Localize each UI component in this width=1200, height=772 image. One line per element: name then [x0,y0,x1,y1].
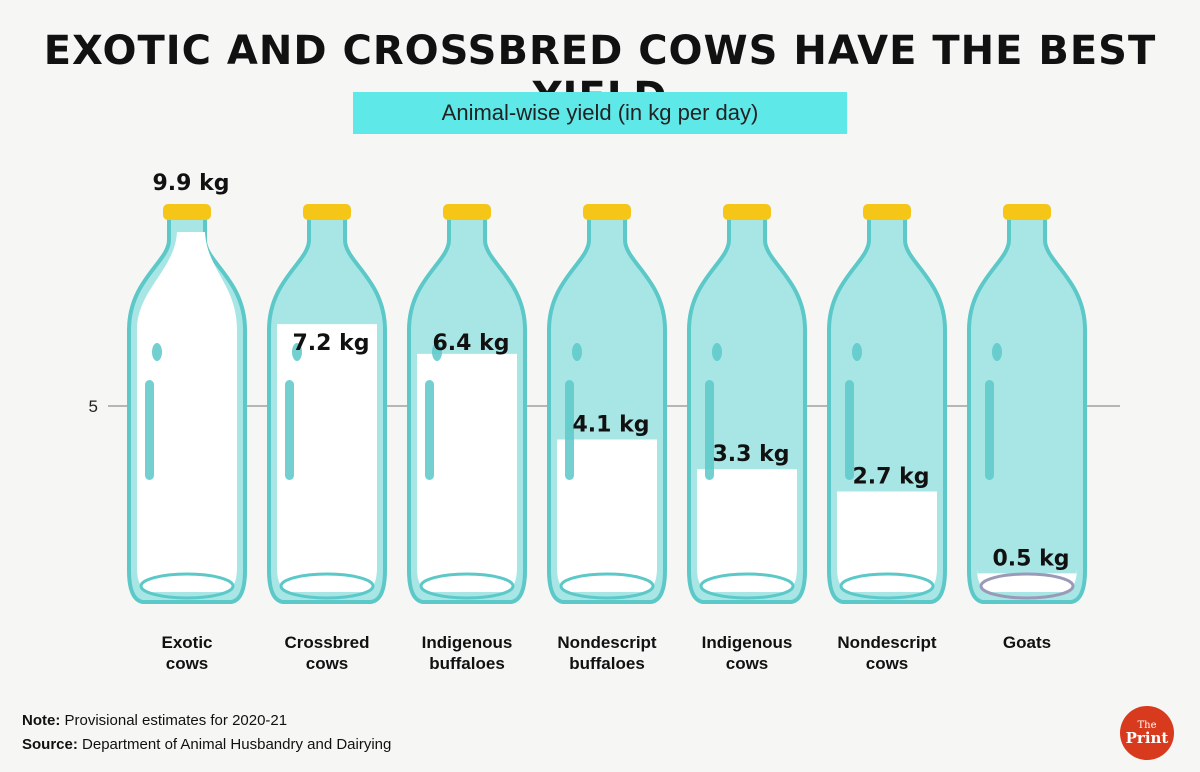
source-text: Department of Animal Husbandry and Dairy… [82,736,392,753]
bottle-highlight-dot [852,343,862,361]
bottle-glass [967,216,1087,604]
category-label: buffaloes [429,654,505,673]
category-label: Nondescript [837,633,937,652]
value-label: 9.9 kg [152,171,229,196]
logo-line2: Print [1125,728,1169,747]
bottle-base [139,572,235,600]
logo-line1: The [1137,719,1157,731]
milk-bar [977,568,1077,592]
value-label: 4.1 kg [572,412,649,437]
value-label: 3.3 kg [712,442,789,467]
bottle-highlight-dot [152,343,162,361]
category-label: Nondescript [557,633,657,652]
source-line: Source: Department of Animal Husbandry a… [22,736,391,753]
milk-bar [557,439,657,592]
milk-bar [837,491,937,592]
y-tick-label: 5 [89,397,98,416]
category-label: cows [866,654,909,673]
subtitle-box: Animal-wise yield (in kg per day) [353,92,847,134]
category-label: Exotic [161,633,212,652]
bottle-highlight [565,380,574,480]
value-label: 0.5 kg [992,546,1069,571]
category-label: Crossbred [284,633,369,652]
theprint-logo: The Print [1120,706,1174,760]
category-label: buffaloes [569,654,645,673]
bottle-base [699,572,795,600]
bottle-highlight [285,380,294,480]
bottle-highlight-dot [292,343,302,361]
value-label: 6.4 kg [432,331,509,356]
bottle-highlight [425,380,434,480]
bottle-highlight [145,380,154,480]
chart-subtitle: Animal-wise yield (in kg per day) [441,100,759,125]
bottle-cap [303,204,351,220]
milk-bar [137,232,237,592]
source-label: Source: [22,736,78,753]
milk-bar [277,324,377,592]
bottle-base [839,572,935,600]
bottle-cap [443,204,491,220]
value-label: 7.2 kg [292,331,369,356]
bottle-highlight-dot [432,343,442,361]
bottle-highlight-dot [992,343,1002,361]
note-label: Note: [22,712,61,729]
bottle-highlight [985,380,994,480]
bottle-base [279,572,375,600]
bottle-base [979,572,1075,600]
bottle-base [559,572,655,600]
category-label: Goats [1003,633,1051,652]
note-line: Note: Provisional estimates for 2020-21 [22,712,287,729]
bottle-highlight [845,380,854,480]
bottle-cap [723,204,771,220]
category-label: cows [726,654,769,673]
bottle-highlight-dot [712,343,722,361]
category-label: Indigenous [702,633,793,652]
category-label: Indigenous [422,633,513,652]
bottle-base [419,572,515,600]
bottle-highlight [705,380,714,480]
note-text: Provisional estimates for 2020-21 [64,712,288,729]
milk-bar [417,353,517,592]
value-label: 2.7 kg [852,465,929,490]
category-label: cows [306,654,349,673]
category-label: cows [166,654,209,673]
bottle-cap [583,204,631,220]
bottle-cap [863,204,911,220]
bottle-cap [163,204,211,220]
bottle-cap [1003,204,1051,220]
bottle-chart: 5 9.9 kg Exotic cows 7.2 kg Crossbred cows 6.4 … [89,171,1120,673]
milk-bar [697,469,797,592]
bottle-highlight-dot [572,343,582,361]
